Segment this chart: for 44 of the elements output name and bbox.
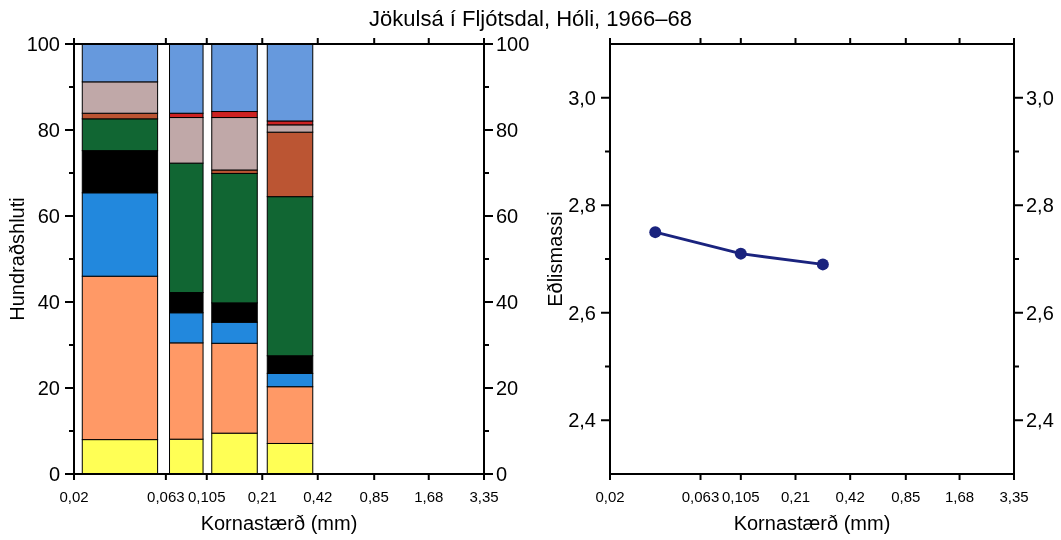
text: Jökulsá í Fljótsdal, Hóli, 1966–68: [369, 6, 692, 31]
x-tick-label: 0,02: [595, 488, 625, 505]
x-tick-label: 3,35: [469, 488, 499, 505]
x-tick-label: 0,063: [681, 488, 720, 505]
y-tick-label: 60: [37, 205, 60, 227]
y2-tick-label: 2,4: [1026, 409, 1054, 432]
y2-tick-label: 100: [496, 33, 530, 55]
x-tick-label: 0,85: [359, 488, 389, 505]
y-tick-label: 3,0: [568, 86, 596, 109]
x-tick-label: 0,21: [780, 488, 811, 505]
y2-tick-label: 2,6: [1026, 301, 1054, 324]
x-tick-label: 0,42: [303, 488, 333, 505]
point: [649, 226, 662, 239]
y2-tick-label: 80: [496, 119, 519, 141]
x-tick-label: 0,85: [891, 488, 921, 505]
x-tick-label: 3,35: [999, 488, 1029, 505]
y-tick-label: 80: [37, 119, 60, 141]
y2-tick-label: 0: [496, 463, 508, 485]
x-tick-label: 1,68: [944, 488, 975, 505]
y2-tick-label: 2,8: [1026, 194, 1054, 217]
x-axis-title: Kornastærð (mm): [200, 512, 358, 534]
y-axis-title: Hundraðshluti: [6, 197, 28, 321]
y2-tick-label: 3,0: [1026, 86, 1054, 109]
x-tick-label: 0,21: [247, 488, 277, 505]
y-tick-label: 40: [37, 291, 60, 313]
point: [734, 247, 747, 260]
y-axis-title: Eðlismassi: [544, 211, 566, 307]
x-tick-label: 0,02: [59, 488, 89, 505]
y-tick-label: 2,4: [568, 409, 596, 432]
point: [816, 258, 829, 271]
y2-tick-label: 40: [496, 291, 519, 313]
x-axis-title: Kornastærð (mm): [733, 512, 891, 534]
y-tick-label: 0: [48, 463, 60, 485]
y-tick-label: 2,8: [568, 194, 596, 217]
x-tick-label: 0,105: [722, 488, 760, 505]
y-tick-label: 2,6: [568, 301, 596, 324]
y2-tick-label: 60: [496, 205, 519, 227]
y2-tick-label: 20: [496, 377, 519, 399]
x-tick-label: 0,063: [147, 488, 185, 505]
x-tick-label: 0,105: [187, 488, 226, 505]
y-tick-label: 100: [26, 33, 60, 55]
x-tick-label: 0,42: [835, 488, 865, 505]
x-tick-label: 1,68: [414, 488, 444, 505]
y-tick-label: 20: [37, 377, 60, 399]
